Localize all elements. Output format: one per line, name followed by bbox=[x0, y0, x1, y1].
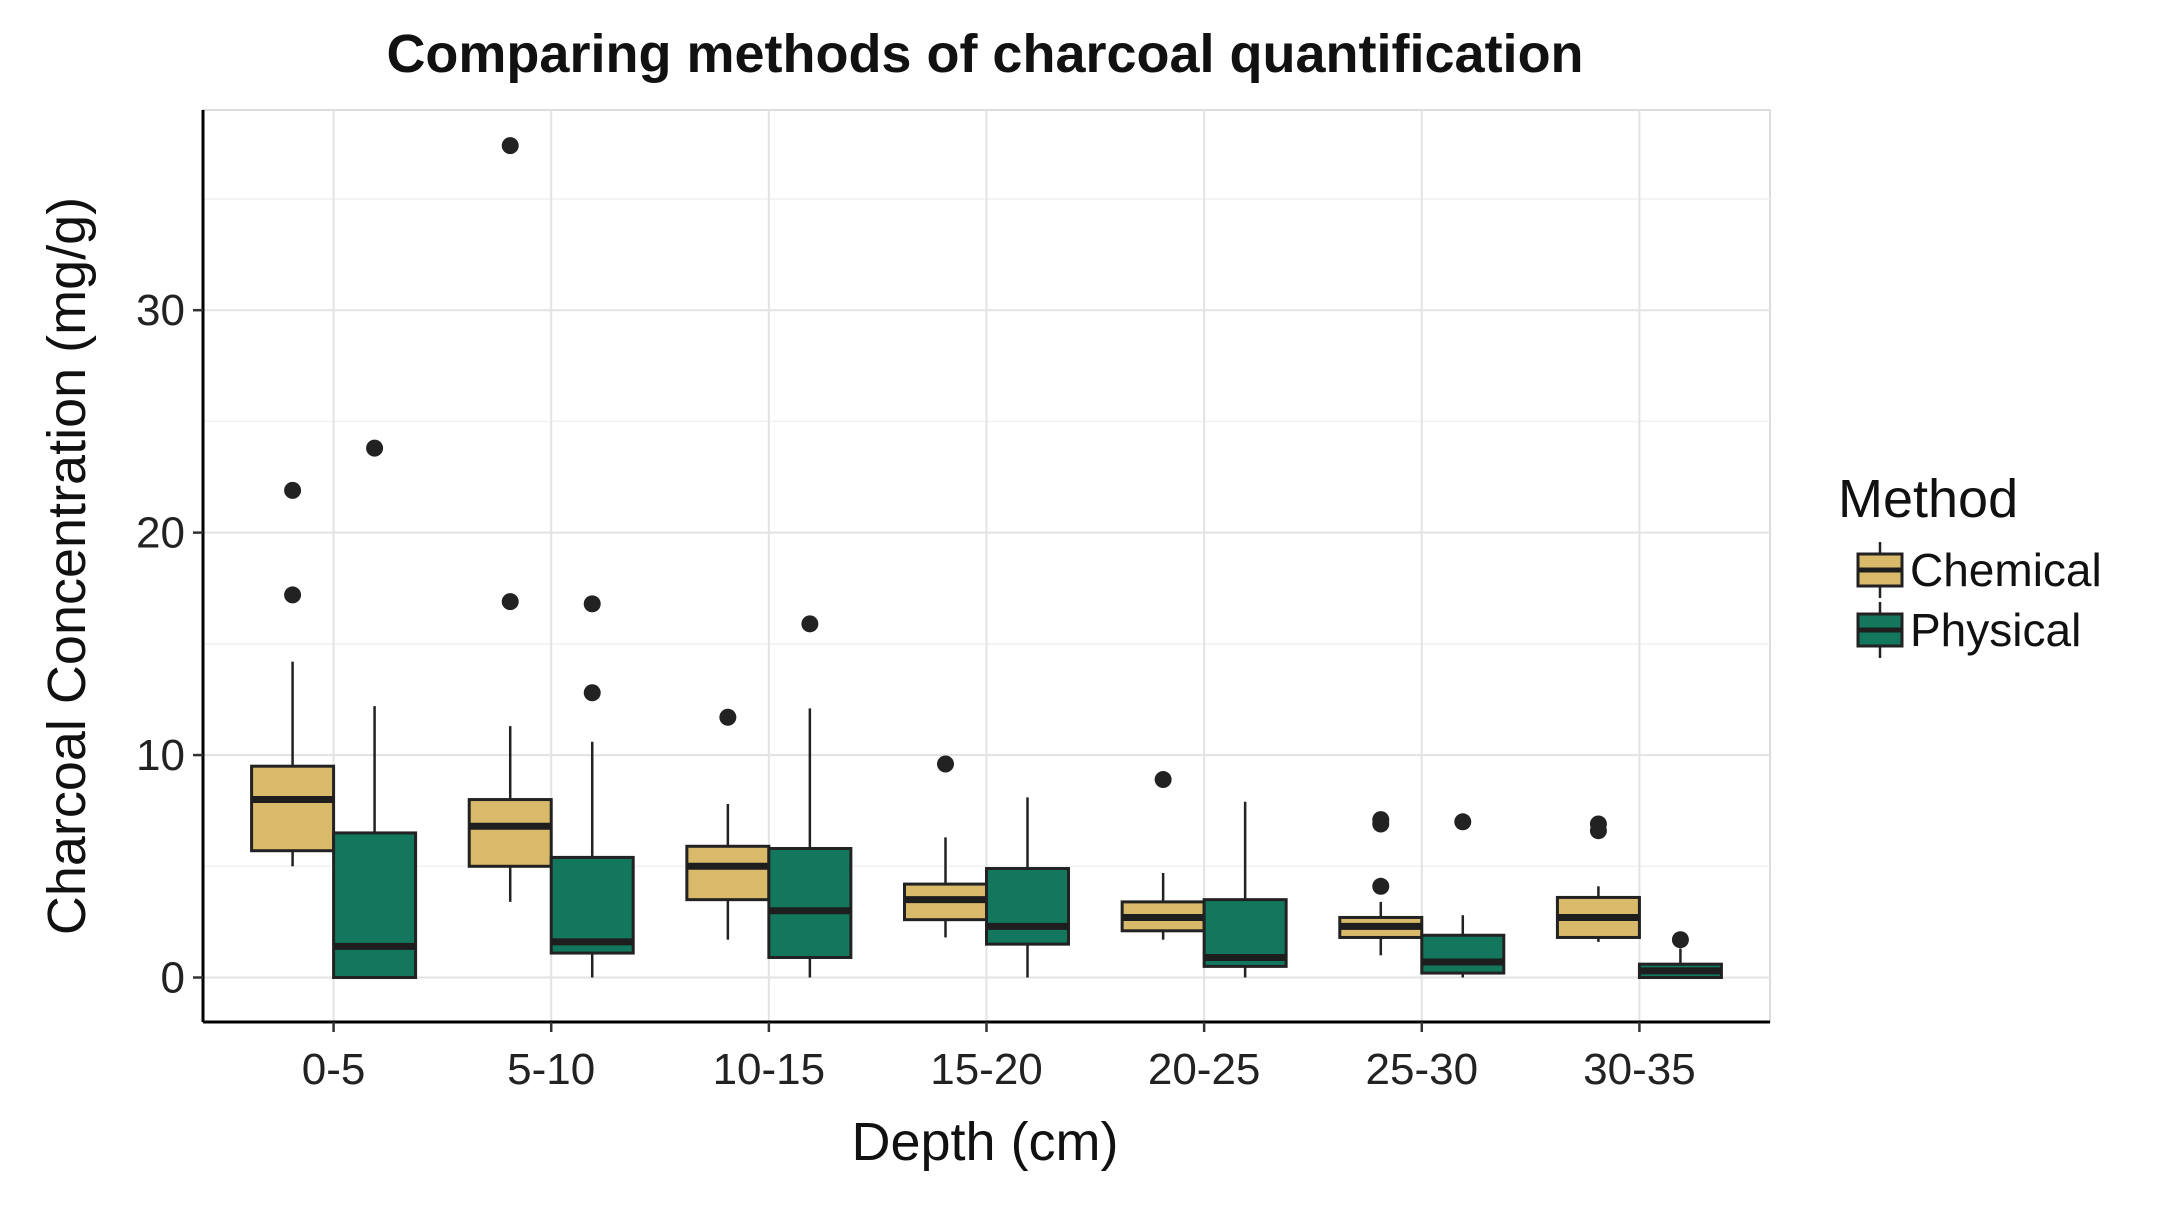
y-tick-label: 20 bbox=[136, 509, 185, 558]
box-chemical-25-30 bbox=[1338, 811, 1424, 956]
legend-label: Chemical bbox=[1910, 544, 2102, 596]
box-chemical-15-20 bbox=[903, 755, 988, 938]
outlier-point bbox=[501, 137, 519, 155]
outlier-point bbox=[1154, 771, 1172, 789]
outlier-point bbox=[284, 586, 302, 604]
legend-label: Physical bbox=[1910, 604, 2081, 656]
legend-item-chemical: Chemical bbox=[1856, 542, 2102, 598]
x-tick-label: 15-20 bbox=[930, 1045, 1043, 1094]
outlier-point bbox=[719, 708, 737, 726]
x-tick-label: 0-5 bbox=[302, 1045, 366, 1094]
outlier-point bbox=[366, 439, 384, 457]
box-chemical-20-25 bbox=[1120, 771, 1206, 940]
x-tick-label: 5-10 bbox=[507, 1045, 595, 1094]
box-iqr bbox=[1420, 933, 1506, 975]
x-tick-label: 30-35 bbox=[1583, 1045, 1696, 1094]
box-iqr bbox=[332, 831, 418, 980]
box-iqr bbox=[767, 846, 853, 959]
outlier-point bbox=[1671, 931, 1689, 949]
box-chemical-30-35 bbox=[1555, 815, 1641, 942]
x-axis-title: Depth (cm) bbox=[851, 1112, 1118, 1172]
legend-item-physical: Physical bbox=[1856, 602, 2081, 658]
box-iqr bbox=[467, 798, 553, 868]
outlier-point bbox=[501, 593, 519, 611]
legend: Method Chemical Physical bbox=[1838, 469, 2102, 658]
y-tick-label: 0 bbox=[161, 954, 185, 1003]
box-chemical-5-10 bbox=[467, 137, 553, 902]
box-iqr bbox=[685, 844, 771, 902]
y-tick-label: 10 bbox=[136, 731, 185, 780]
box-iqr bbox=[549, 855, 635, 955]
chart-title: Comparing methods of charcoal quantifica… bbox=[386, 24, 1583, 84]
x-tick-label: 20-25 bbox=[1148, 1045, 1261, 1094]
box-chemical-10-15 bbox=[685, 708, 771, 940]
y-axis-ticks: 0 10 20 30 bbox=[136, 286, 203, 1003]
x-tick-label: 25-30 bbox=[1366, 1045, 1479, 1094]
x-tick-label: 10-15 bbox=[713, 1045, 826, 1094]
outlier-point bbox=[1454, 813, 1472, 831]
outlier-point bbox=[801, 615, 819, 633]
box-physical-15-20 bbox=[985, 797, 1070, 978]
box-physical-20-25 bbox=[1202, 801, 1288, 978]
outlier-point bbox=[1589, 815, 1607, 833]
box-physical-30-35 bbox=[1637, 931, 1723, 980]
box-physical-25-30 bbox=[1420, 813, 1506, 978]
box-physical-0-5 bbox=[332, 439, 418, 980]
outlier-point bbox=[284, 481, 302, 499]
box-physical-5-10 bbox=[549, 595, 635, 978]
legend-items: Chemical Physical bbox=[1856, 542, 2102, 658]
outlier-point bbox=[1372, 811, 1390, 829]
outlier-point bbox=[583, 595, 601, 613]
outlier-point bbox=[1372, 877, 1390, 895]
x-axis-ticks: 0-5 5-10 10-15 15-20 20-25 25-30 30-35 bbox=[302, 1022, 1696, 1094]
legend-title: Method bbox=[1838, 469, 2018, 529]
box-chemical-0-5 bbox=[250, 481, 336, 867]
y-axis-title: Charcoal Concentration (mg/g) bbox=[37, 197, 97, 935]
box-iqr bbox=[985, 867, 1070, 946]
outlier-point bbox=[937, 755, 954, 773]
box-series bbox=[250, 137, 1723, 980]
y-tick-label: 30 bbox=[136, 286, 185, 335]
box-physical-10-15 bbox=[767, 615, 853, 978]
box-iqr bbox=[250, 764, 336, 853]
outlier-point bbox=[583, 684, 601, 702]
